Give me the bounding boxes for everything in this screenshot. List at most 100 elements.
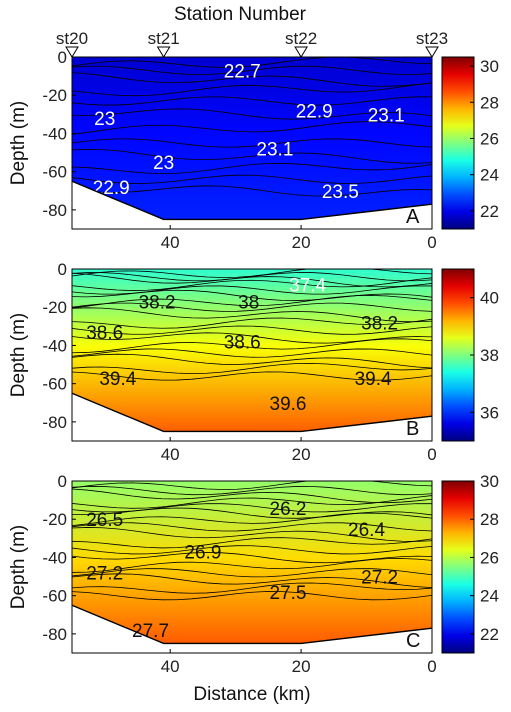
- contour-label: 38.6: [224, 333, 261, 354]
- station-label: st21: [148, 29, 180, 48]
- contour-line: [72, 512, 432, 527]
- contour-label: 39.6: [270, 394, 307, 415]
- colorbar: [441, 268, 475, 442]
- contour-line: [72, 289, 432, 301]
- contour-line: [72, 277, 432, 291]
- colorbar-tick-label: 22: [480, 202, 499, 221]
- contour-line: [72, 573, 432, 589]
- x-tick-label: 40: [161, 657, 180, 676]
- x-tick-label: 0: [427, 657, 436, 676]
- contour-label: 22.9: [296, 102, 333, 123]
- y-tick-label: -20: [42, 510, 67, 529]
- contour-label: 22.9: [93, 178, 130, 199]
- contour-field: [72, 481, 432, 644]
- contour-line: [72, 72, 432, 87]
- contour-label: 39.4: [99, 369, 136, 390]
- colorbar-tick-label: 30: [480, 57, 499, 76]
- y-tick-label: -80: [42, 201, 67, 220]
- colorbar-tick-label: 26: [480, 129, 499, 148]
- contour-line: [72, 272, 432, 282]
- y-tick-label: 0: [58, 48, 67, 67]
- contour-line: [72, 582, 432, 594]
- x-tick-label: 40: [161, 233, 180, 252]
- y-tick-label: 0: [58, 472, 67, 491]
- contour-line: [72, 148, 432, 164]
- axes-frame: [71, 480, 433, 654]
- contour-label: 23: [153, 153, 174, 174]
- x-tick-label: 0: [427, 233, 436, 252]
- contour-line: [72, 495, 432, 509]
- contour-label: 39.4: [355, 369, 392, 390]
- contour-line: [72, 522, 432, 532]
- contour-line: [72, 591, 432, 601]
- station-triangle: [425, 46, 439, 58]
- contour-line: [72, 568, 432, 578]
- contour-label: 26.4: [348, 520, 385, 541]
- y-tick-label: -40: [42, 336, 67, 355]
- y-axis-label: Depth (m): [8, 313, 29, 397]
- bottom-profile: [71, 392, 433, 433]
- contour-label: 23.5: [322, 182, 359, 203]
- y-tick-label: -20: [42, 298, 67, 317]
- contour-field: [72, 269, 432, 432]
- colorbar-tick-label: 28: [480, 93, 499, 112]
- colorbar-tick-label: 36: [480, 403, 499, 422]
- colorbar-tick-label: 22: [480, 625, 499, 644]
- x-axis-label: Distance (km): [193, 684, 310, 705]
- contour-line: [72, 65, 432, 75]
- contour-label: 26.2: [270, 499, 307, 520]
- y-axis-label: Depth (m): [8, 101, 29, 185]
- x-tick-label: 40: [161, 445, 180, 464]
- station-triangle: [65, 46, 79, 58]
- contour-label: 23.1: [256, 140, 293, 161]
- contour-label: 23: [94, 109, 115, 130]
- contour-line: [72, 348, 432, 358]
- y-tick-label: 0: [58, 260, 67, 279]
- bottom-profile: [71, 180, 433, 221]
- contour-line: [72, 558, 432, 573]
- contour-line: [72, 185, 432, 197]
- contour-label: 27.5: [270, 583, 307, 604]
- contour-label: 38.2: [361, 314, 398, 335]
- contour-line: [72, 138, 432, 148]
- y-tick-label: -60: [42, 163, 67, 182]
- colorbar-tick-label: 28: [480, 510, 499, 529]
- contour-line: [72, 162, 432, 175]
- contour-label: 26.9: [184, 543, 221, 564]
- y-tick-label: -20: [42, 86, 67, 105]
- panel-letter: C: [406, 630, 420, 652]
- contour-line: [72, 272, 432, 288]
- contour-label: 22.7: [224, 61, 261, 82]
- contour-line: [72, 362, 432, 375]
- x-tick-label: 0: [427, 445, 436, 464]
- x-tick-label: 20: [292, 657, 311, 676]
- colorbar-tick-label: 24: [480, 166, 499, 185]
- contour-line: [72, 174, 432, 184]
- contour-line: [72, 527, 432, 542]
- station-label: st22: [285, 29, 317, 48]
- contour-line: [72, 294, 432, 309]
- station-label: st23: [416, 29, 448, 48]
- contour-line: [72, 96, 432, 106]
- x-tick-label: 20: [292, 445, 311, 464]
- colorbar-tick-label: 24: [480, 587, 499, 606]
- contour-line: [72, 317, 432, 329]
- contour-line: [72, 371, 432, 381]
- x-tick-label: 20: [292, 233, 311, 252]
- colorbar-tick-label: 38: [480, 346, 499, 365]
- contour-line: [72, 486, 432, 496]
- contour-label: 37.4: [289, 275, 326, 296]
- colorbar-tick-label: 26: [480, 548, 499, 567]
- station-triangle: [156, 46, 171, 58]
- y-axis-label: Depth (m): [8, 525, 29, 609]
- colorbar-tick-label: 30: [480, 472, 499, 491]
- y-tick-label: -80: [42, 413, 67, 432]
- colorbar: [441, 480, 475, 654]
- y-tick-label: -60: [42, 375, 67, 394]
- y-tick-label: -40: [42, 548, 67, 567]
- panel-letter: B: [406, 418, 419, 440]
- axes-frame: [71, 268, 433, 442]
- contour-line: [72, 82, 432, 97]
